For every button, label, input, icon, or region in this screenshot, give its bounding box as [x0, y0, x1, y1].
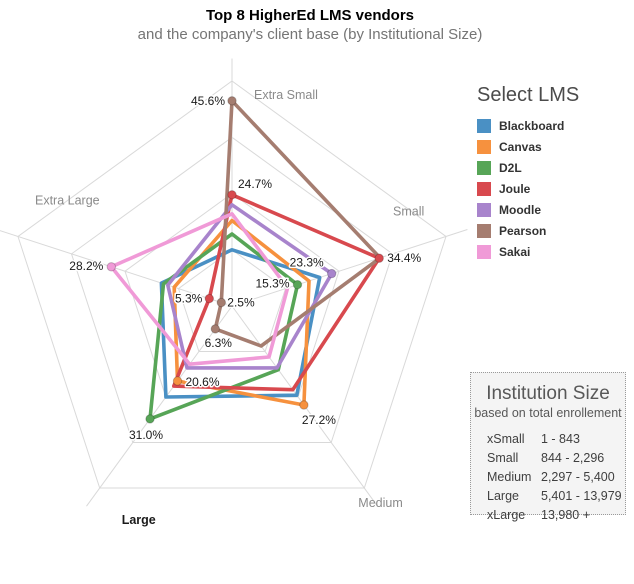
data-point-label: 15.3% [255, 277, 289, 291]
institution-size-row: Large 5,401 - 13,979 [487, 486, 622, 505]
legend-item-label: Sakai [499, 244, 531, 259]
legend-title: Select LMS [477, 84, 580, 106]
data-point-d2l[interactable] [292, 280, 303, 290]
legend-swatch-icon [477, 181, 491, 196]
axis-label-medium: Medium [358, 496, 402, 510]
legend-item-joule[interactable]: Joule [477, 178, 627, 199]
institution-size-row: Small 844 - 2,296 [487, 448, 622, 467]
data-point-label: 45.6% [191, 94, 225, 108]
data-point-label: 31.0% [129, 428, 163, 442]
legend-item-label: Canvas [499, 139, 542, 154]
axis-label-large: Large [122, 513, 156, 527]
legend-swatch-icon [477, 202, 491, 217]
legend-swatch-icon [477, 244, 491, 259]
legend-item-d2l[interactable]: D2L [477, 157, 627, 178]
series-line-moodle[interactable] [166, 203, 334, 370]
institution-size-range: 1 - 843 [541, 431, 580, 446]
data-point-label: 27.2% [302, 413, 336, 427]
legend-item-blackboard[interactable]: Blackboard [477, 115, 627, 136]
institution-size-box: Institution Size based on total enrollem… [470, 372, 626, 522]
institution-size-range: 5,401 - 13,979 [541, 488, 622, 503]
data-point-label: 23.3% [290, 256, 324, 270]
data-point-label: 2.5% [227, 296, 255, 310]
institution-size-label: xSmall [487, 431, 525, 446]
institution-size-row: xLarge 13,980 + [487, 505, 622, 524]
data-point-joule[interactable] [227, 190, 237, 200]
series-line-pearson[interactable] [213, 98, 382, 348]
axis-spoke [231, 229, 468, 307]
data-point-label: 20.6% [186, 375, 220, 389]
data-point-label: 24.7% [238, 177, 272, 191]
data-point-pearson[interactable] [210, 324, 221, 334]
legend-item-label: D2L [499, 160, 522, 175]
legend-item-moodle[interactable]: Moodle [477, 199, 627, 220]
institution-size-range: 2,297 - 5,400 [541, 469, 615, 484]
series-line-joule[interactable] [172, 193, 382, 392]
legend-item-pearson[interactable]: Pearson [477, 220, 627, 241]
institution-size-label: Large [487, 488, 519, 503]
axis-spoke [86, 305, 233, 507]
institution-size-row: xSmall 1 - 843 [487, 429, 622, 448]
legend-item-canvas[interactable]: Canvas [477, 136, 627, 157]
page-subtitle: and the company's client base (by Instit… [137, 26, 483, 43]
legend-items: Blackboard Canvas D2L Joule Moodle Pearson Sak… [477, 115, 627, 262]
institution-size-range: 844 - 2,296 [541, 450, 605, 465]
legend-swatch-icon [477, 118, 491, 133]
axis-label-small: Small [393, 205, 424, 219]
legend-item-label: Blackboard [499, 118, 565, 133]
lms-legend: Select LMS Blackboard Canvas D2L Joule Moodl… [477, 84, 627, 262]
axis-label-extra-small: Extra Small [254, 88, 318, 102]
data-point-label: 6.3% [205, 336, 233, 350]
legend-item-label: Joule [499, 181, 531, 196]
data-point-canvas[interactable] [172, 376, 183, 386]
series-line-canvas[interactable] [172, 218, 311, 407]
page-title: Top 8 HigherEd LMS vendors [205, 7, 415, 24]
grid-ring [17, 80, 447, 489]
data-point-moodle[interactable] [327, 268, 337, 279]
institution-size-row: Medium 2,297 - 5,400 [487, 467, 622, 486]
data-point-joule[interactable] [374, 253, 384, 263]
legend-item-label: Moodle [499, 202, 541, 217]
data-point-pearson[interactable] [227, 96, 237, 106]
chart-header: Top 8 HigherEd LMS vendors and the compa… [0, 6, 620, 44]
legend-item-label: Pearson [499, 223, 547, 238]
legend-swatch-icon [477, 139, 491, 154]
legend-swatch-icon [477, 223, 491, 238]
institution-size-title: Institution Size [486, 383, 610, 404]
institution-size-label: xLarge [487, 507, 526, 522]
radar-chart: Extra Small Small Medium Large Extra Large 45… [0, 58, 468, 527]
series-line-sakai[interactable] [109, 212, 290, 367]
data-point-sakai[interactable] [106, 262, 117, 272]
grid-ring [70, 136, 394, 443]
grid-ring [177, 249, 287, 352]
data-point-canvas[interactable] [299, 400, 309, 410]
institution-size-range: 13,980 + [541, 507, 591, 522]
data-point-label: 5.3% [175, 292, 203, 306]
institution-size-label: Medium [487, 469, 532, 484]
data-point-label: 34.4% [387, 251, 421, 265]
data-point-pearson[interactable] [216, 297, 227, 308]
axis-label-extra-large: Extra Large [35, 194, 100, 208]
legend-swatch-icon [477, 160, 491, 175]
data-point-label: 28.2% [69, 259, 103, 273]
legend-item-sakai[interactable]: Sakai [477, 241, 627, 262]
data-point-joule[interactable] [204, 293, 215, 304]
institution-size-label: Small [487, 450, 519, 465]
institution-size-table: xSmall 1 - 843 Small 844 - 2,296 Medium 2,297… [487, 429, 622, 524]
institution-size-subtitle: based on total enrollement [474, 406, 622, 420]
data-point-d2l[interactable] [145, 414, 155, 424]
